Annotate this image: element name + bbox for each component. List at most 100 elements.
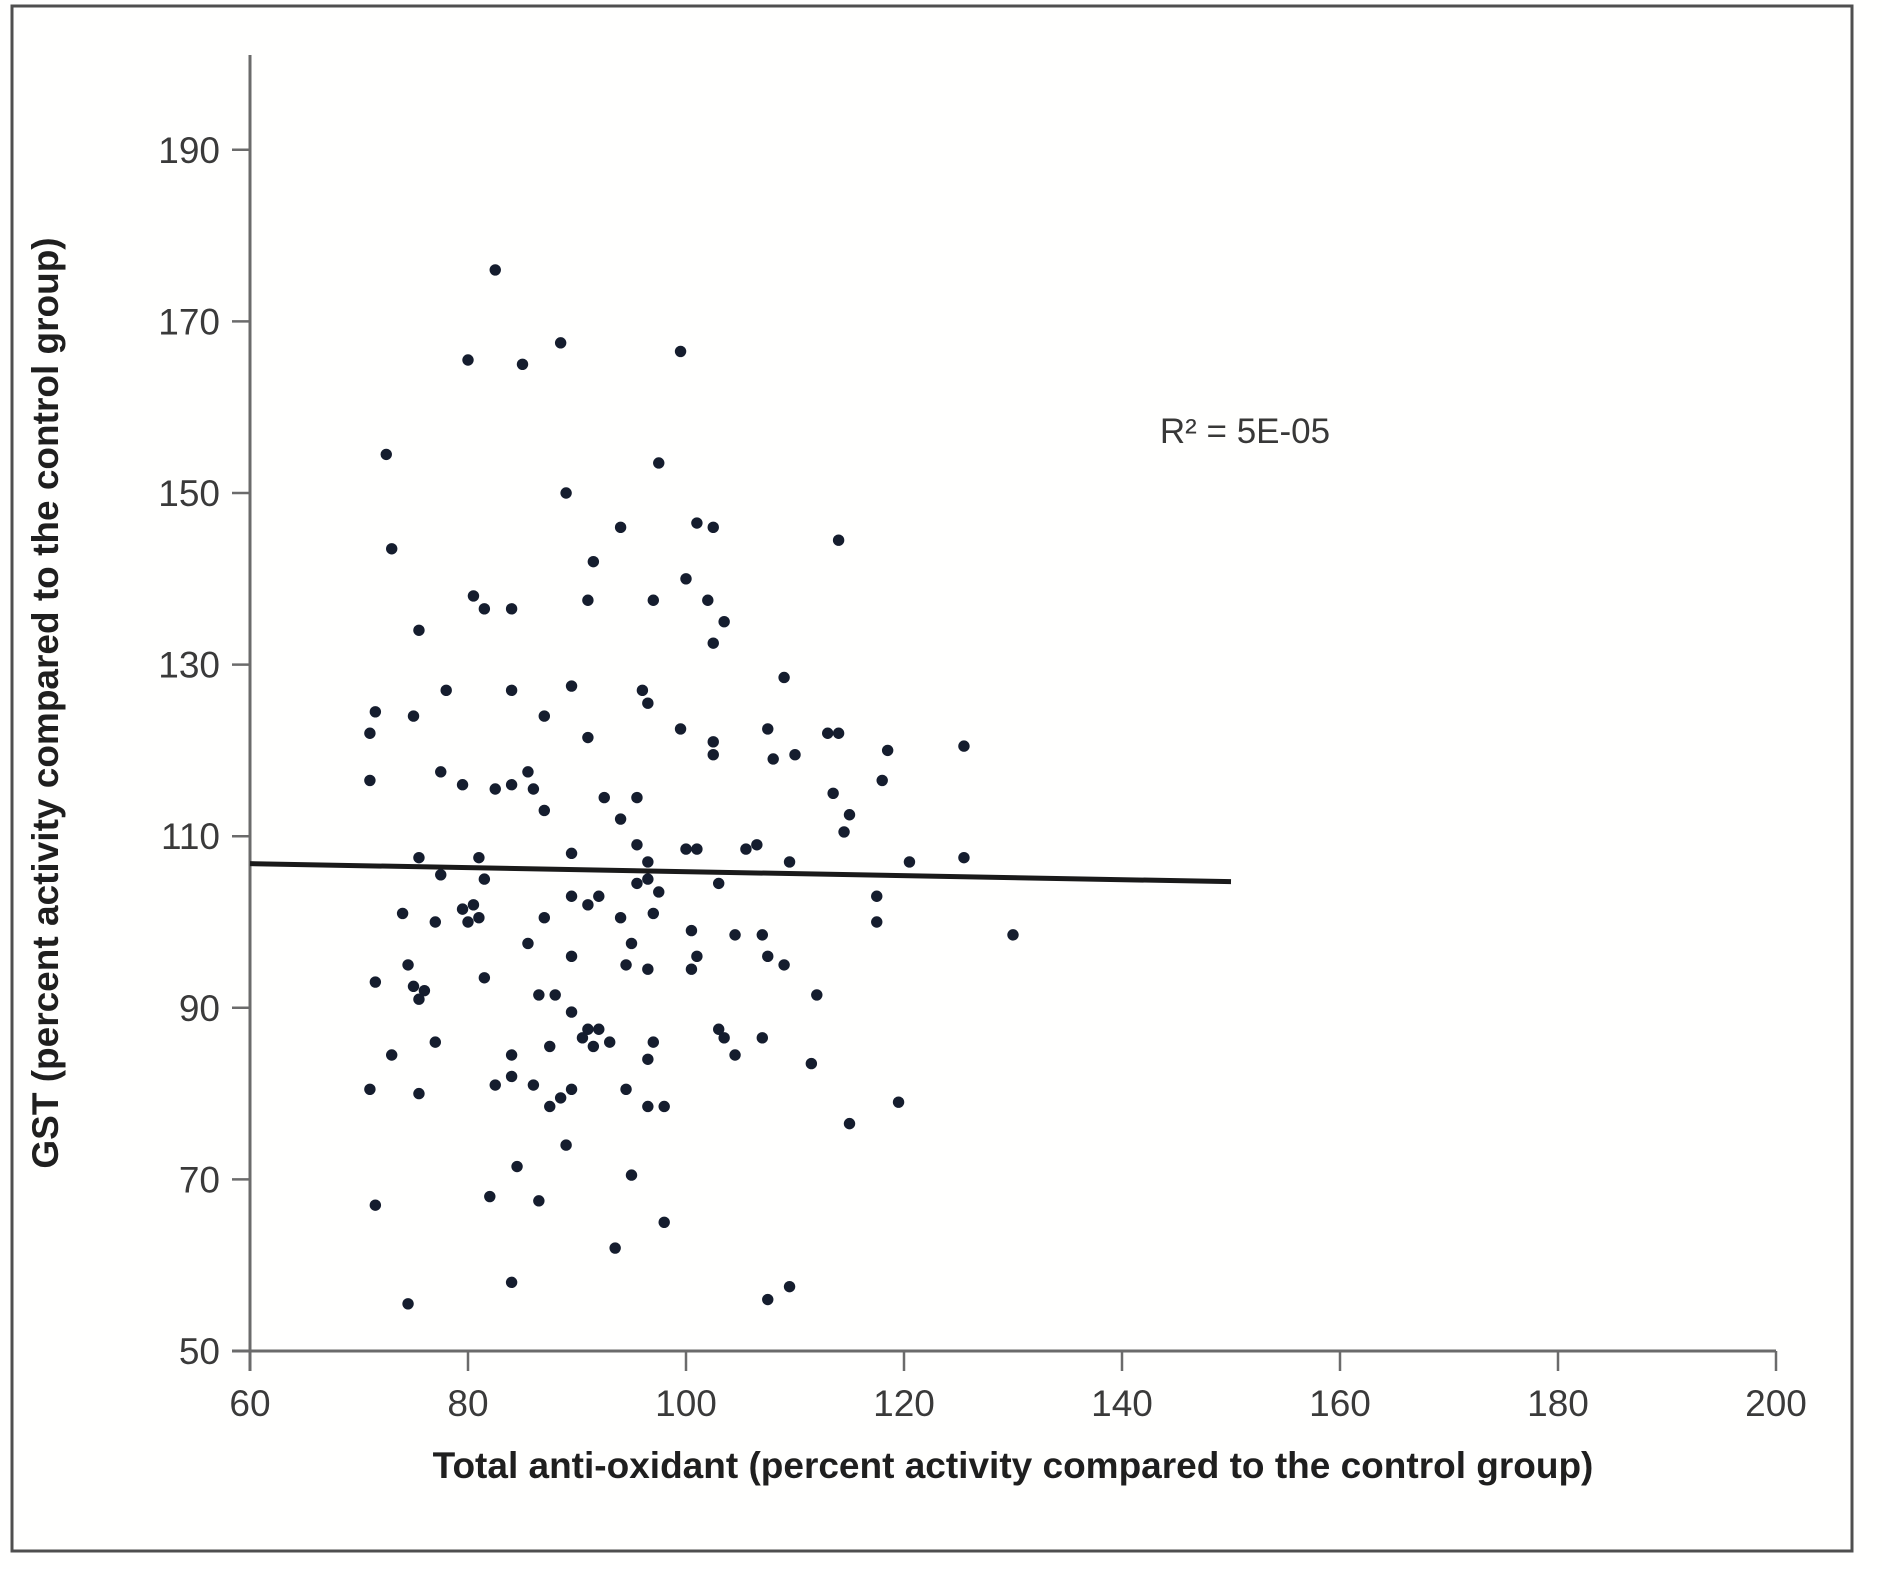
data-point — [505, 1049, 518, 1061]
data-point — [631, 791, 643, 804]
data-point — [707, 736, 719, 748]
data-point — [402, 959, 414, 971]
data-point — [718, 616, 730, 628]
data-point — [762, 950, 774, 963]
data-point — [538, 710, 550, 722]
data-point — [740, 843, 752, 855]
data-point — [691, 843, 703, 855]
data-point — [456, 779, 469, 791]
data-point — [811, 989, 823, 1001]
data-point — [462, 354, 474, 366]
data-point — [413, 1087, 425, 1100]
data-point — [505, 1276, 518, 1289]
data-point — [631, 877, 643, 890]
data-point — [440, 684, 452, 697]
data-point — [505, 603, 518, 615]
data-point — [756, 929, 768, 941]
data-point — [631, 839, 643, 851]
data-point — [533, 989, 545, 1001]
data-point — [718, 1032, 730, 1044]
data-point — [544, 1040, 556, 1053]
data-point — [407, 980, 420, 993]
r-squared-annotation: R² = 5E-05 — [1160, 412, 1330, 451]
x-tick-label: 60 — [229, 1383, 270, 1424]
data-point — [593, 1023, 605, 1035]
data-point — [473, 912, 485, 924]
data-point — [614, 813, 627, 825]
y-tick-label: 150 — [158, 473, 220, 514]
trend-line — [249, 861, 1232, 885]
data-point — [533, 1195, 545, 1207]
data-point — [609, 1242, 621, 1254]
data-point — [386, 1049, 398, 1061]
y-tick-label: 110 — [161, 816, 220, 857]
data-point — [511, 1160, 523, 1173]
x-tick-label: 80 — [447, 1383, 488, 1424]
x-tick-label: 160 — [1309, 1383, 1371, 1424]
x-tick-label: 200 — [1745, 1383, 1807, 1424]
data-point — [369, 976, 382, 988]
data-point — [838, 826, 850, 838]
data-point — [958, 740, 970, 752]
y-tick-label: 130 — [158, 645, 220, 686]
y-tick-label: 70 — [179, 1159, 220, 1200]
data-point — [565, 890, 578, 902]
data-point — [871, 916, 883, 928]
data-point — [647, 907, 659, 920]
data-point — [702, 594, 714, 606]
data-point — [369, 706, 382, 718]
data-point — [625, 1169, 638, 1181]
data-point — [822, 727, 834, 739]
tick-labels: 50 70 90 110 130 150 170 190 60 80 100 120 140 160 180… — [158, 130, 1807, 1424]
data-point — [958, 851, 970, 864]
data-point — [538, 804, 550, 817]
data-point — [522, 766, 534, 778]
data-point — [544, 1100, 556, 1113]
data-point — [783, 1280, 796, 1293]
data-point — [713, 1023, 725, 1035]
data-point — [565, 680, 578, 692]
data-point — [505, 1070, 518, 1083]
data-point — [478, 972, 491, 984]
data-point — [462, 916, 474, 928]
data-point — [881, 744, 894, 757]
data-point — [827, 787, 839, 799]
data-point — [587, 555, 600, 568]
data-point — [587, 1040, 600, 1053]
data-point — [871, 890, 883, 902]
x-axis-title: Total anti-oxidant (percent activity com… — [433, 1445, 1594, 1486]
data-point — [489, 783, 501, 795]
y-tick-label: 50 — [179, 1331, 220, 1372]
data-point — [484, 1190, 496, 1203]
data-point — [560, 487, 572, 499]
data-point — [593, 890, 605, 902]
x-tick-label: 120 — [873, 1383, 935, 1424]
data-point — [653, 886, 665, 898]
y-tick-label: 90 — [179, 988, 220, 1029]
data-point — [516, 358, 529, 370]
data-point — [489, 264, 501, 276]
y-tick-label: 190 — [158, 130, 220, 171]
data-point — [642, 856, 654, 868]
data-point — [625, 937, 638, 950]
data-point — [364, 1083, 376, 1096]
data-point — [620, 1083, 632, 1096]
data-point — [729, 1049, 741, 1061]
data-point — [778, 671, 790, 684]
data-point — [467, 590, 480, 602]
data-point — [554, 337, 567, 349]
data-point — [560, 1139, 572, 1151]
axes — [232, 55, 1778, 1371]
data-point — [778, 959, 790, 971]
data-point — [402, 1298, 414, 1310]
data-point — [435, 869, 447, 881]
data-point — [489, 1079, 501, 1091]
data-point — [832, 727, 845, 739]
data-point — [614, 912, 627, 924]
data-point — [538, 912, 550, 924]
data-point — [413, 993, 425, 1005]
data-point — [554, 1092, 567, 1104]
data-point — [767, 753, 779, 765]
